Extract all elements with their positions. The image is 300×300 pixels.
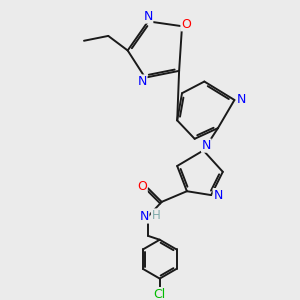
Text: O: O [181,18,191,31]
Text: N: N [143,10,153,23]
Text: H: H [152,209,160,222]
Text: N: N [213,189,223,202]
Text: N: N [202,139,211,152]
Text: N: N [140,210,149,223]
Text: O: O [137,180,147,193]
Text: N: N [237,94,246,106]
Text: Cl: Cl [154,288,166,300]
Text: N: N [137,75,147,88]
